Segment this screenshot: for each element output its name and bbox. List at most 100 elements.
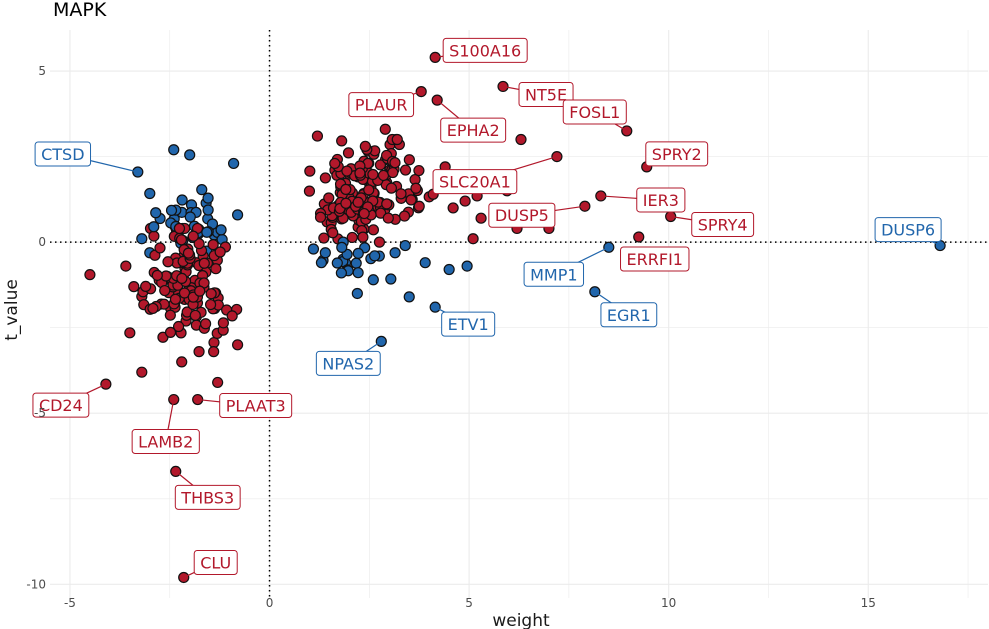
point-left-lower bbox=[164, 326, 177, 338]
point-left-upper bbox=[202, 192, 214, 204]
point-left-lower bbox=[173, 222, 186, 235]
label-fosl1: FOSL1 bbox=[562, 99, 627, 125]
label-mmp1: MMP1 bbox=[523, 261, 585, 287]
point-center-main bbox=[319, 172, 331, 184]
point-left-lower bbox=[210, 263, 222, 275]
point-left-upper bbox=[201, 226, 213, 238]
point-center-main bbox=[336, 135, 348, 147]
label-box bbox=[600, 302, 658, 328]
label-box bbox=[131, 429, 200, 455]
point-center-main bbox=[413, 164, 425, 177]
point bbox=[212, 376, 224, 389]
label-text: SLC20A1 bbox=[439, 173, 511, 192]
label-box bbox=[348, 92, 415, 118]
point-left-lower bbox=[178, 287, 191, 299]
point-center-main bbox=[329, 157, 341, 170]
label-text: ERRFI1 bbox=[627, 250, 683, 269]
point bbox=[515, 133, 527, 146]
point-left-lower bbox=[198, 257, 210, 269]
label-plaur: PLAUR bbox=[348, 92, 415, 118]
point-center-main bbox=[354, 167, 366, 179]
label-text: FOSL1 bbox=[569, 103, 620, 122]
point-center-bottom bbox=[331, 257, 343, 269]
label-box bbox=[523, 261, 585, 287]
label-text: NT5E bbox=[525, 85, 567, 104]
point bbox=[403, 291, 415, 303]
label-text: SPRY4 bbox=[698, 215, 748, 234]
label-box bbox=[518, 81, 574, 107]
point bbox=[120, 260, 132, 272]
y-tick-label: 0 bbox=[38, 235, 46, 249]
label-text: THBS3 bbox=[180, 488, 234, 507]
point-center-bottom bbox=[385, 273, 397, 285]
point-left-lower bbox=[175, 234, 188, 246]
label-thbs3: THBS3 bbox=[174, 484, 241, 510]
point bbox=[84, 269, 96, 281]
point-center-main bbox=[352, 196, 364, 208]
point-left-lower bbox=[148, 230, 160, 242]
label-epha2: EPHA2 bbox=[440, 117, 507, 143]
label-box bbox=[432, 169, 518, 195]
point-center-main bbox=[318, 232, 330, 244]
label-box bbox=[440, 117, 507, 143]
x-tick-label: 0 bbox=[266, 596, 274, 610]
point bbox=[136, 366, 148, 378]
point-center-bottom bbox=[369, 250, 381, 262]
point-center-main bbox=[323, 192, 335, 204]
point bbox=[124, 327, 136, 339]
label-text: IER3 bbox=[643, 191, 679, 210]
point-left-upper bbox=[202, 204, 214, 216]
label-lamb2: LAMB2 bbox=[131, 429, 200, 455]
y-tick-label: -5 bbox=[34, 406, 46, 420]
point bbox=[447, 202, 459, 214]
point-center-bottom bbox=[389, 247, 401, 259]
point-center-main bbox=[358, 207, 370, 220]
reference-lines bbox=[50, 30, 988, 598]
point bbox=[399, 239, 411, 252]
point-center-main bbox=[373, 236, 386, 248]
point-left-upper bbox=[150, 207, 162, 219]
point bbox=[311, 130, 324, 142]
label-text: ETV1 bbox=[448, 315, 489, 334]
point bbox=[391, 133, 403, 146]
point bbox=[367, 274, 379, 286]
label-box bbox=[174, 484, 241, 510]
label-text: PLAAT3 bbox=[226, 397, 286, 416]
label-slc20a1: SLC20A1 bbox=[432, 169, 518, 195]
point bbox=[351, 287, 363, 300]
label-spry2: SPRY2 bbox=[645, 141, 709, 167]
point bbox=[315, 257, 328, 269]
label-box bbox=[645, 141, 709, 167]
label-box bbox=[620, 246, 690, 272]
point-left-upper bbox=[165, 204, 178, 216]
point bbox=[461, 260, 473, 272]
label-box bbox=[441, 311, 496, 337]
point bbox=[176, 356, 188, 368]
point-left-upper bbox=[184, 211, 196, 223]
y-tick-label: 5 bbox=[38, 64, 46, 78]
point bbox=[359, 140, 371, 152]
label-box bbox=[874, 217, 942, 243]
label-ier3: IER3 bbox=[636, 187, 686, 213]
point-left-lower bbox=[182, 247, 195, 259]
point bbox=[419, 257, 431, 269]
point-center-main bbox=[413, 200, 425, 212]
label-text: EPHA2 bbox=[447, 121, 500, 140]
point-center-main bbox=[395, 188, 407, 200]
point-center-main bbox=[341, 165, 353, 177]
label-box bbox=[315, 350, 381, 376]
point bbox=[475, 212, 487, 224]
point-center-bottom bbox=[350, 257, 362, 269]
point-left-upper bbox=[144, 187, 156, 200]
label-s100a16: S100A16 bbox=[442, 37, 528, 63]
label-box bbox=[442, 37, 528, 63]
point-left-upper bbox=[215, 224, 227, 236]
point-center-main bbox=[381, 198, 393, 210]
label-spry4: SPRY4 bbox=[691, 211, 755, 237]
point-center-bottom bbox=[352, 247, 364, 259]
point bbox=[128, 281, 140, 293]
label-text: MMP1 bbox=[530, 265, 577, 284]
point-center-main bbox=[363, 184, 375, 196]
point bbox=[136, 233, 148, 245]
